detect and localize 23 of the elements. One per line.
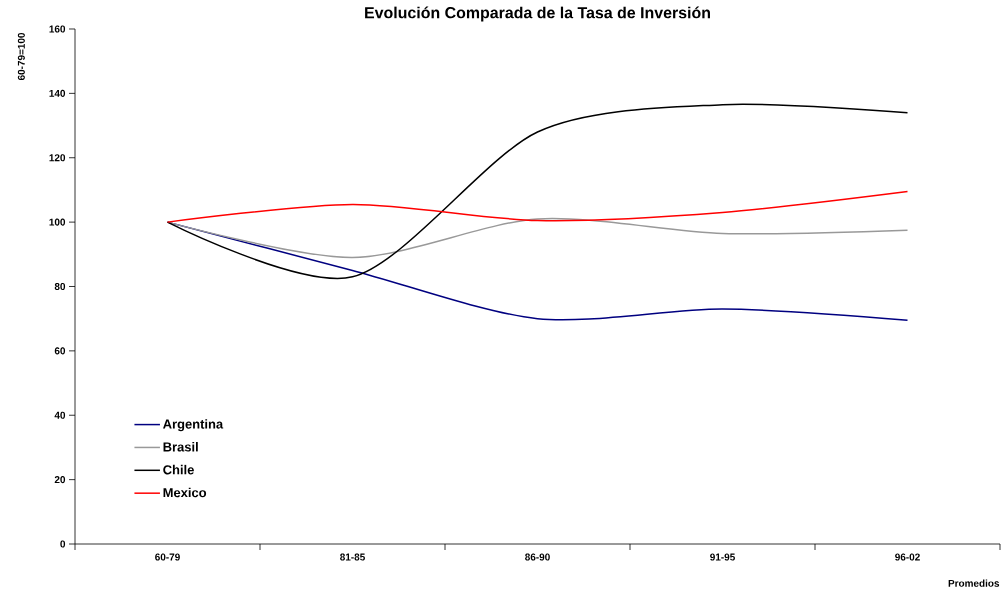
y-tick-label: 0: [60, 540, 66, 548]
x-axis-title: Promedios: [948, 579, 1000, 587]
x-tick-label: 60-79: [155, 553, 180, 561]
y-axis-title: 60-79=100: [17, 32, 25, 81]
legend-label: Brasil: [163, 442, 198, 452]
legend-label: Chile: [163, 464, 194, 475]
legend-label: Mexico: [163, 487, 207, 498]
y-tick-label: 20: [54, 476, 66, 484]
line-series: [166, 103, 909, 279]
x-tick-label: 91-95: [710, 553, 735, 561]
legend-label: Argentina: [163, 419, 224, 432]
y-tick-label: 140: [49, 89, 66, 97]
y-tick-label: 40: [54, 411, 66, 419]
y-tick-label: 60: [54, 347, 66, 355]
y-tick-label: 120: [49, 154, 66, 162]
y-tick-label: 100: [49, 218, 66, 226]
x-tick-label: 81-85: [340, 553, 365, 561]
y-tick-label: 160: [49, 25, 66, 33]
y-tick-label: 80: [54, 282, 66, 291]
line-series: [166, 190, 909, 223]
x-tick-label: 96-02: [895, 553, 920, 561]
chart-title: Evolución Comparada de la Tasa de Inversión: [365, 6, 710, 22]
x-tick-label: 86-90: [525, 553, 550, 561]
